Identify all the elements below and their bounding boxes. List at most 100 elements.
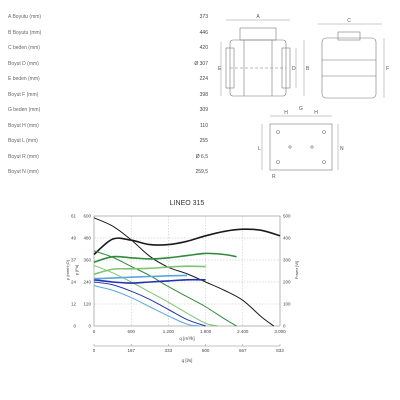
dimension-row: A Boyutu (mm) 373 [8,10,208,26]
y-tick-label-mmh2o: 24 [71,280,77,285]
dimension-table: A Boyutu (mm) 373 B Boyutu (mm) 446 C beden … [8,10,208,181]
x2-tick-label: 333 [165,348,173,353]
y-tick-label-pa: 480 [83,236,91,241]
power-curve [93,265,206,276]
y-tick-label-pa: 360 [83,258,91,263]
dimension-value: 446 [199,29,208,36]
chart-series [93,217,281,327]
performance-chart: LINEO 315 0 600 1.200 1.800 2.400 3.000 0 0 0 120… [0,196,400,366]
x-tick-label: 600 [127,329,135,334]
y-tick-label-pa: 600 [83,214,91,219]
y-axis-label-power: Power [W] [294,261,299,279]
dim-letter-f: F [386,66,389,72]
dimension-row: Boyut F (mm) 398 [8,88,208,104]
dimension-label: Boyut N (mm) [8,169,39,175]
pressure-curve [93,281,206,327]
x-tick-label: 1.200 [163,329,175,334]
dimension-label: C beden (mm) [8,45,40,51]
dimension-label: Boyut D (mm) [8,60,39,67]
dimension-value: 420 [199,45,208,51]
y-tick-label-power: 0 [283,324,286,329]
dimension-value: Ø 6,5 [195,153,208,160]
dimension-label: B Boyutu (mm) [8,29,42,36]
y-tick-label-mmh2o: 37 [71,258,77,263]
y-tick-label-pa: 240 [83,280,91,285]
x2-tick-label: 667 [239,348,247,353]
power-curve [93,274,188,280]
y-axis-label-mmh2o: p [mmH₂O] [65,260,70,280]
y-tick-label-mmh2o: 12 [71,302,77,307]
x2-tick-label: 0 [93,348,96,353]
dim-letter-h1: H [284,110,288,116]
dimension-row: C beden (mm) 420 [8,41,208,57]
x2-tick-label: 833 [276,348,284,353]
pressure-curve [93,217,275,327]
dimension-row: G beden (mm) 309 [8,103,208,119]
dimension-row: E beden (mm) 224 [8,72,208,88]
technical-drawings: A E D B C F H H G L N R [218,14,389,180]
y-tick-label-mmh2o: 0 [73,324,76,329]
y-axis-label-pa: p [Pa] [74,265,79,275]
x-tick-label: 0 [93,329,96,334]
y-tick-label-power: 500 [283,214,291,219]
dim-letter-d: D [292,66,296,72]
y-tick-label-pa: 0 [88,324,91,329]
dimension-row: Boyut D (mm) Ø 307 [8,57,208,73]
pressure-curve [93,285,200,327]
chart-grid [93,215,281,327]
x-tick-label: 1.800 [200,329,212,334]
side-view-drawing [220,19,305,97]
dimension-row: B Boyutu (mm) 446 [8,26,208,42]
dimension-label: A Boyutu (mm) [8,14,42,20]
dim-letter-n: N [340,146,344,152]
dimension-value: 255 [199,138,208,144]
x2-tick-label: 500 [202,348,210,353]
pressure-curve [93,250,237,327]
dimension-row: Boyut R (mm) Ø 6,5 [8,150,208,166]
y-tick-label-mmh2o: 61 [71,214,77,219]
y-tick-label-power: 200 [283,280,291,285]
dimension-label: Boyut H (mm) [8,122,39,129]
x-axis-label-m3h: q [m³/h] [179,336,194,341]
dimension-value: 398 [199,91,208,98]
dim-letter-c: C [347,18,351,24]
dimension-value: Ø 307 [194,60,208,67]
y-tick-label-power: 400 [283,236,291,241]
dimension-value: 224 [199,76,208,82]
power-curve [93,252,237,263]
y-tick-label-power: 100 [283,302,291,307]
chart-title: LINEO 315 [170,200,205,207]
dim-letter-b: B [306,66,310,72]
dimension-row: Boyut N (mm) 259,5 [8,165,208,181]
dim-letter-h2: H [314,110,318,116]
bottom-view-drawing [261,115,339,171]
dimension-label: Boyut F (mm) [8,91,39,98]
x-tick-label: 2.400 [237,329,249,334]
y-tick-label-power: 300 [283,258,291,263]
y-tick-label-mmh2o: 49 [71,236,77,241]
dimension-label: E beden (mm) [8,76,40,82]
dimension-value: 309 [199,107,208,113]
pressure-curve [93,265,219,327]
dimension-label: Boyut R (mm) [8,153,39,160]
dimension-label: G beden (mm) [8,107,41,113]
power-curve [93,228,281,256]
dimension-value: 259,5 [195,169,208,175]
x-axis-label-ls: q [l/s] [182,358,193,363]
dimension-value: 373 [199,14,208,20]
dimension-label: Boyut L (mm) [8,138,38,144]
dimension-value: 110 [200,122,208,129]
power-curve [93,278,206,284]
dim-letter-e: E [218,66,222,72]
plot-frame [93,215,281,327]
y-tick-label-pa: 120 [83,302,91,307]
end-view-drawing [318,23,385,99]
x2-tick-label: 167 [127,348,135,353]
dim-letter-a: A [256,14,260,20]
dim-letter-r: R [272,174,276,180]
dimension-row: Boyut L (mm) 255 [8,134,208,150]
dimension-row: Boyut H (mm) 110 [8,119,208,135]
dim-letter-g: G [299,106,303,112]
